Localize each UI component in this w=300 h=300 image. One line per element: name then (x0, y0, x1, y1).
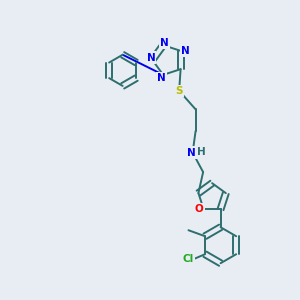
Text: N: N (187, 148, 196, 158)
Text: N: N (160, 38, 169, 48)
Text: S: S (176, 86, 183, 96)
Text: N: N (146, 52, 155, 63)
Text: N: N (181, 46, 190, 56)
Text: H: H (197, 147, 206, 157)
Text: O: O (195, 204, 203, 214)
Text: N: N (157, 73, 166, 83)
Text: Cl: Cl (182, 254, 194, 264)
